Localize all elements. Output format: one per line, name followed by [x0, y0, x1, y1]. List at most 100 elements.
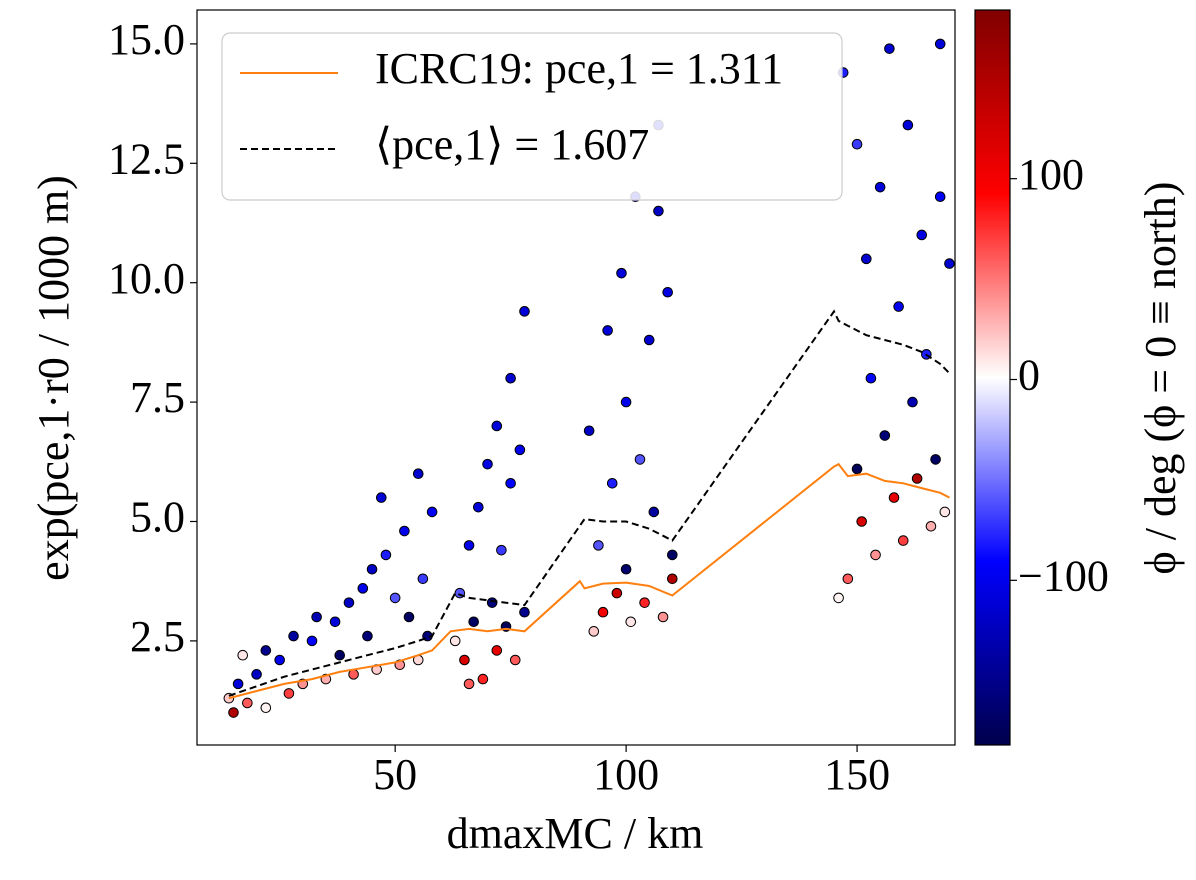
- scatter-point: [412, 468, 424, 480]
- scatter-point: [667, 573, 678, 585]
- scatter-point: [334, 649, 346, 661]
- legend-label: ICRC19: pce,1 = 1.311: [375, 44, 783, 93]
- scatter-point: [667, 549, 678, 561]
- y-tick-label: 2.5: [130, 612, 185, 661]
- scatter-point: [242, 697, 253, 709]
- scatter-point: [897, 535, 909, 546]
- scatter-point: [463, 540, 475, 551]
- colorbar-tick-label: 100: [1018, 150, 1084, 199]
- scatter-point: [426, 506, 438, 518]
- scatter-point: [468, 616, 479, 628]
- scatter-point: [893, 301, 904, 312]
- colorbar-label: ϕ / deg (ϕ = 0 ≡ north): [1136, 182, 1185, 575]
- scatter-point: [653, 205, 664, 217]
- scatter-point: [597, 606, 609, 618]
- scatter-point: [329, 616, 341, 628]
- y-tick-label: 7.5: [130, 373, 185, 422]
- scatter-point: [343, 597, 355, 608]
- scatter-point: [403, 611, 415, 623]
- scatter-point: [851, 138, 863, 150]
- scatter-point: [519, 306, 530, 317]
- scatter-point: [842, 573, 854, 585]
- y-tick-label: 12.5: [108, 134, 185, 183]
- scatter-point: [851, 463, 863, 475]
- scatter-point: [486, 597, 498, 608]
- scatter-point: [620, 396, 632, 408]
- scatter-point: [283, 688, 295, 699]
- scatter-point: [496, 544, 507, 556]
- scatter-point: [657, 611, 669, 623]
- scatter-point: [228, 707, 239, 718]
- scatter-point: [593, 540, 604, 551]
- scatter-point: [884, 43, 895, 54]
- colorbar: [974, 9, 1011, 746]
- scatter-point: [856, 516, 867, 527]
- scatter-point: [874, 181, 886, 193]
- scatter-point: [939, 506, 951, 518]
- legend-box: [221, 32, 843, 201]
- colorbar-tick-label: 0: [1018, 351, 1040, 400]
- scatter-point: [620, 563, 632, 575]
- scatter-point: [288, 630, 299, 642]
- scatter-point: [473, 501, 484, 513]
- scatter-point: [888, 492, 900, 503]
- scatter-point: [648, 506, 660, 518]
- scatter-point: [366, 563, 378, 575]
- scatter-point: [463, 678, 475, 690]
- series-line: [228, 462, 950, 700]
- y-tick-label: 15.0: [108, 15, 185, 64]
- scatter-point: [491, 420, 503, 432]
- scatter-point: [934, 191, 946, 203]
- scatter-point: [362, 630, 373, 642]
- y-tick-label: 5.0: [130, 493, 185, 542]
- scatter-point: [907, 396, 918, 408]
- scatter-point: [505, 477, 516, 489]
- scatter-point: [519, 606, 530, 618]
- scatter-point: [930, 454, 941, 465]
- scatter-point: [260, 702, 272, 714]
- x-tick-label: 50: [373, 750, 417, 799]
- scatter-point: [861, 253, 872, 265]
- scatter-point: [417, 573, 429, 585]
- scatter-point: [833, 592, 844, 604]
- plot-frame: [196, 9, 956, 746]
- scatter-point: [459, 654, 470, 666]
- y-axis-label: exp(pce,1·r0 / 1000 m): [29, 175, 78, 581]
- y-tick-label: 10.0: [108, 254, 185, 303]
- scatter-point: [934, 38, 946, 50]
- scatter-point: [916, 229, 928, 241]
- x-tick-label: 150: [824, 750, 890, 799]
- scatter-point: [505, 372, 516, 384]
- scatter-point: [274, 654, 285, 666]
- scatter-point: [232, 678, 244, 690]
- scatter-point: [251, 669, 262, 680]
- scatter-point: [602, 325, 613, 336]
- scatter-point: [509, 654, 521, 666]
- scatter-point: [611, 587, 623, 599]
- scatter-point: [477, 673, 489, 685]
- scatter-point: [944, 258, 955, 269]
- scatter-point: [870, 549, 881, 561]
- scatter-point: [925, 520, 937, 532]
- scatter-point: [311, 611, 322, 623]
- scatter-point: [482, 458, 493, 470]
- scatter-point: [380, 549, 392, 561]
- scatter-point: [643, 334, 655, 346]
- scatter-point: [606, 477, 618, 489]
- scatter-point: [902, 119, 914, 131]
- scatter-point: [399, 525, 410, 537]
- scatter-point: [879, 430, 891, 441]
- scatter-point: [389, 592, 401, 604]
- scatter-point: [662, 286, 673, 298]
- scatter-point: [376, 492, 387, 503]
- scatter-point: [625, 616, 637, 628]
- series-line: [228, 309, 951, 697]
- scatter-point: [357, 583, 369, 594]
- scatter-point: [583, 425, 595, 437]
- scatter-point: [449, 635, 461, 647]
- colorbar-tick-label: −100: [1018, 551, 1109, 600]
- scatter-point: [237, 649, 249, 661]
- scatter-point: [865, 372, 877, 384]
- x-axis-label: dmaxMC / km: [447, 809, 704, 858]
